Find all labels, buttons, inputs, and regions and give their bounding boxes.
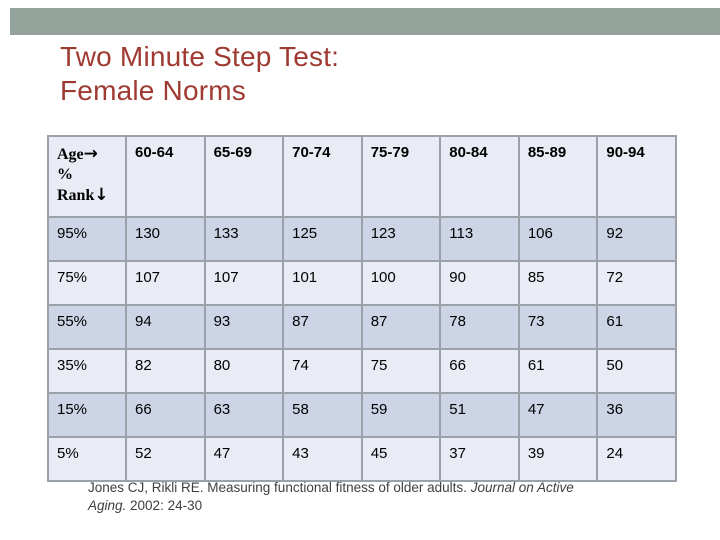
value-cell: 123 <box>360 216 442 262</box>
citation-text-2: 2002: 24-30 <box>126 497 203 513</box>
value-cell: 37 <box>439 436 520 482</box>
rank-cell: 95% <box>47 216 127 262</box>
value-cell: 85 <box>517 260 599 306</box>
value-cell: 93 <box>203 304 285 350</box>
title-line-1: Two Minute Step Test: <box>60 41 340 72</box>
value-cell: 130 <box>125 216 206 262</box>
value-cell: 61 <box>517 348 599 394</box>
column-header-65-69: 65-69 <box>203 135 285 218</box>
citation-text-1: Jones CJ, Rikli RE. Measuring functional… <box>88 480 471 495</box>
down-arrow-icon: ↓ <box>94 185 109 205</box>
rank-cell: 15% <box>47 392 127 438</box>
right-arrow-icon: → <box>83 144 98 164</box>
table-header-row: Age→ % Rank↓ 60-64 65-69 70-74 75-79 80-… <box>47 135 677 218</box>
table-row-75: 75% 107 107 101 100 90 85 72 <box>47 260 677 306</box>
value-cell: 107 <box>203 260 285 306</box>
value-cell: 45 <box>360 436 442 482</box>
column-header-90-94: 90-94 <box>596 135 677 218</box>
value-cell: 78 <box>439 304 520 350</box>
value-cell: 113 <box>439 216 520 262</box>
value-cell: 73 <box>517 304 599 350</box>
value-cell: 72 <box>596 260 677 306</box>
column-header-70-74: 70-74 <box>282 135 363 218</box>
corner-line-age: Age→ <box>57 144 121 165</box>
column-header-60-64: 60-64 <box>125 135 206 218</box>
value-cell: 24 <box>596 436 677 482</box>
value-cell: 125 <box>282 216 363 262</box>
value-cell: 66 <box>125 392 206 438</box>
rank-cell: 35% <box>47 348 127 394</box>
column-header-75-79: 75-79 <box>360 135 442 218</box>
value-cell: 82 <box>125 348 206 394</box>
citation: Jones CJ, Rikli RE. Measuring functional… <box>88 479 610 514</box>
table-row-95: 95% 130 133 125 123 113 106 92 <box>47 216 677 262</box>
norms-table: Age→ % Rank↓ 60-64 65-69 70-74 75-79 80-… <box>47 135 677 482</box>
corner-line-rank: Rank↓ <box>57 185 121 206</box>
value-cell: 66 <box>439 348 520 394</box>
table-row-55: 55% 94 93 87 87 78 73 61 <box>47 304 677 350</box>
rank-cell: 5% <box>47 436 127 482</box>
value-cell: 94 <box>125 304 206 350</box>
column-header-85-89: 85-89 <box>517 135 599 218</box>
value-cell: 133 <box>203 216 285 262</box>
value-cell: 51 <box>439 392 520 438</box>
value-cell: 90 <box>439 260 520 306</box>
rank-cell: 75% <box>47 260 127 306</box>
value-cell: 87 <box>360 304 442 350</box>
value-cell: 87 <box>282 304 363 350</box>
top-bar <box>10 8 720 35</box>
value-cell: 47 <box>203 436 285 482</box>
value-cell: 106 <box>517 216 599 262</box>
value-cell: 80 <box>203 348 285 394</box>
corner-line-percent: % <box>57 166 73 183</box>
corner-cell: Age→ % Rank↓ <box>47 135 127 218</box>
value-cell: 43 <box>282 436 363 482</box>
value-cell: 75 <box>360 348 442 394</box>
rank-cell: 55% <box>47 304 127 350</box>
value-cell: 59 <box>360 392 442 438</box>
rank-label: Rank <box>57 187 95 204</box>
value-cell: 61 <box>596 304 677 350</box>
value-cell: 100 <box>360 260 442 306</box>
value-cell: 63 <box>203 392 285 438</box>
column-header-80-84: 80-84 <box>439 135 520 218</box>
value-cell: 92 <box>596 216 677 262</box>
age-label: Age <box>57 146 84 163</box>
value-cell: 101 <box>282 260 363 306</box>
table-row-5: 5% 52 47 43 45 37 39 24 <box>47 436 677 482</box>
value-cell: 36 <box>596 392 677 438</box>
value-cell: 107 <box>125 260 206 306</box>
value-cell: 52 <box>125 436 206 482</box>
value-cell: 50 <box>596 348 677 394</box>
table-row-15: 15% 66 63 58 59 51 47 36 <box>47 392 677 438</box>
value-cell: 58 <box>282 392 363 438</box>
title-line-2: Female Norms <box>60 75 246 106</box>
citation-journal-italic: Journal on Active Aging. <box>88 480 574 513</box>
value-cell: 39 <box>517 436 599 482</box>
page-title: Two Minute Step Test: Female Norms <box>60 40 339 108</box>
value-cell: 47 <box>517 392 599 438</box>
table-row-35: 35% 82 80 74 75 66 61 50 <box>47 348 677 394</box>
value-cell: 74 <box>282 348 363 394</box>
